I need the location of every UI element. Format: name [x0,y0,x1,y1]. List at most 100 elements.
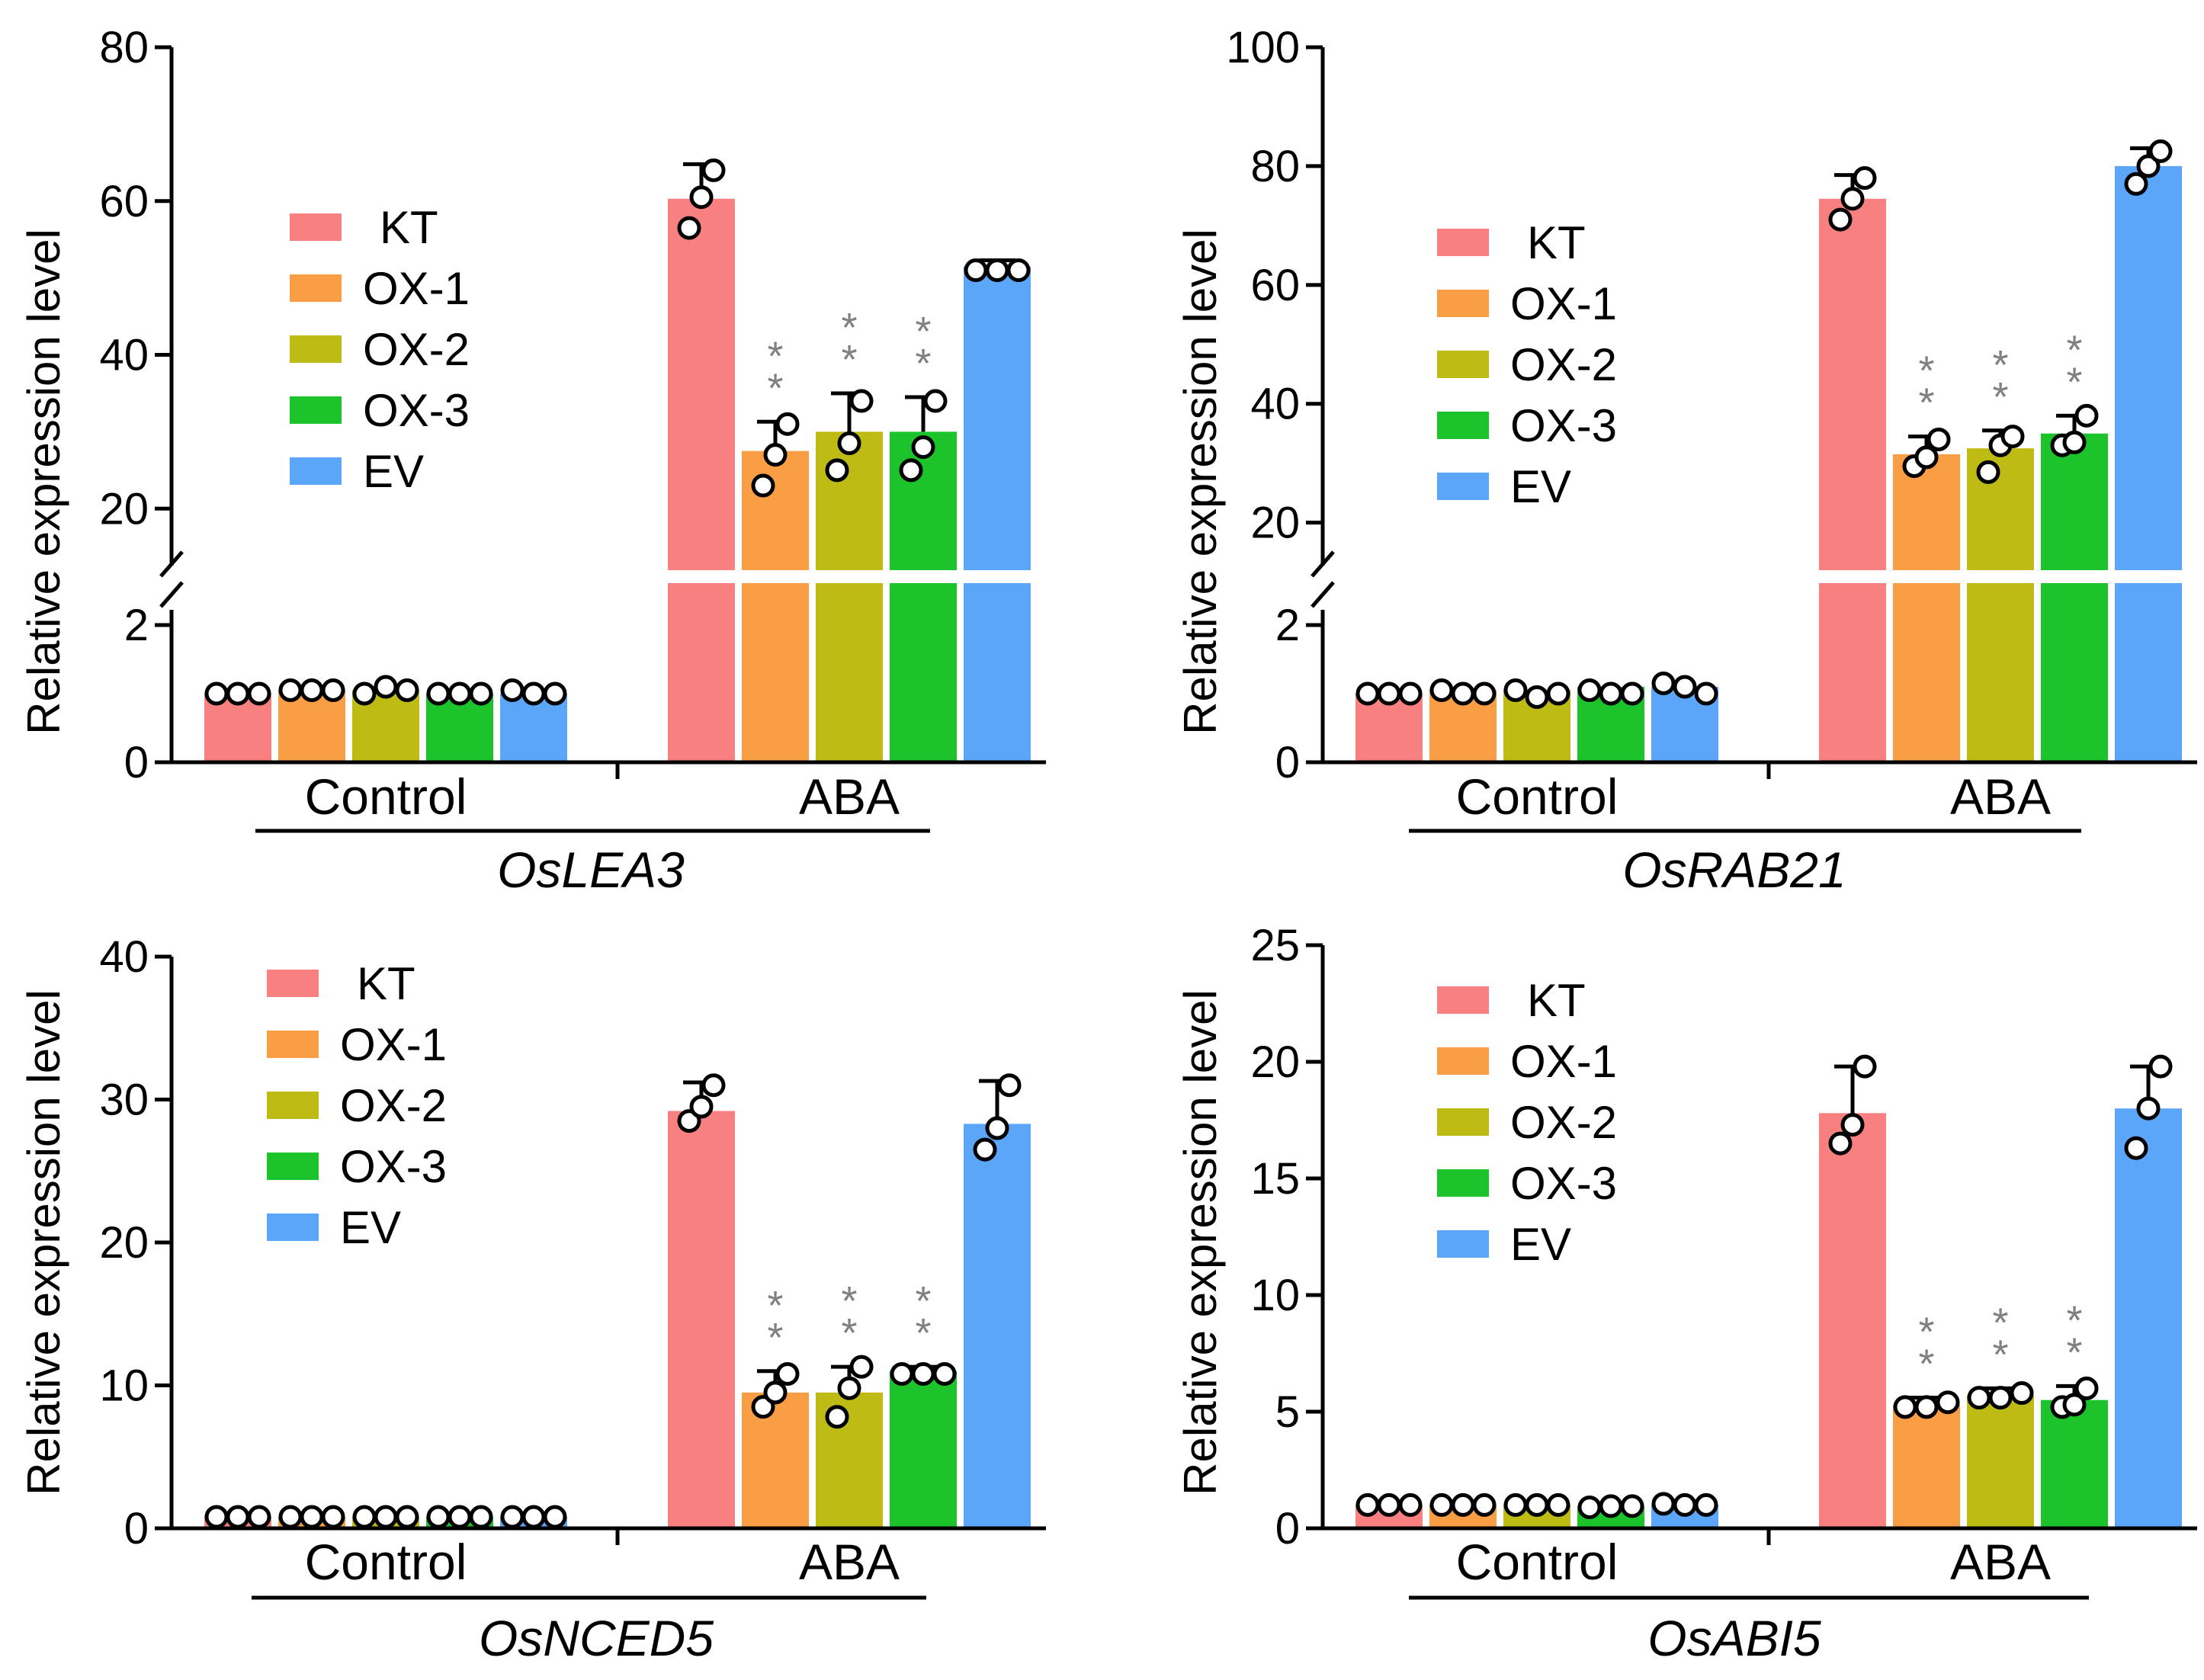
legend-swatch-kt [267,970,319,997]
data-point-ox-2-control [395,678,419,702]
bar-ox-1-aba [742,1392,809,1528]
significance-star: * [841,1310,857,1356]
y-tick-label: 40 [99,932,149,982]
bar-kt-aba-lower [1819,583,1886,762]
y-tick-label: 25 [1250,921,1300,970]
data-point-kt-control [204,1505,229,1529]
data-point-kt-control [1355,1492,1380,1517]
significance-star: * [841,305,857,351]
data-point-ox-1-aba [775,412,800,436]
data-point-ox-3-aba [911,435,935,460]
data-point-kt-aba [701,158,726,182]
data-point-ox-2-aba [2010,1381,2034,1406]
legend-swatch-ev [1437,473,1489,500]
data-point-ox-3-aba [2074,403,2099,428]
significance-star: * [915,1278,931,1324]
data-point-ox-3-control [469,681,493,706]
bar-kt-aba-lower [668,583,735,762]
data-point-ox-3-aba [2062,430,2087,454]
y-axis-title: Relative expression level [1175,989,1226,1496]
bar-ev-aba-upper [964,266,1031,570]
bar-ox-1-aba-lower [742,583,809,762]
data-point-ox-3-control [1620,681,1644,706]
data-point-ox-3-control [1599,681,1623,706]
data-point-ev-aba [985,1116,1009,1140]
legend-swatch-ox-2 [1437,1108,1489,1136]
legend-label-ox-2: OX-2 [1510,339,1617,390]
y-tick-label: 0 [124,738,149,787]
bar-ev-aba [2115,1108,2182,1528]
legend-swatch-kt [1437,986,1489,1014]
data-point-ev-aba [2136,1096,2161,1121]
data-point-ox-2-aba [837,1376,861,1400]
data-point-ox-2-control [1546,681,1570,706]
data-point-ev-aba [973,1137,997,1162]
legend-swatch-ox-1 [290,274,342,302]
legend-label-kt: KT [380,202,438,253]
data-point-kt-aba [689,185,714,210]
data-point-ox-2-control [1546,1492,1570,1517]
significance-star: * [915,341,931,386]
data-point-ox-3-control [426,1505,451,1529]
data-point-ox-3-control [448,1505,472,1529]
data-point-kt-aba [1840,187,1865,211]
data-point-ox-2-aba [2000,425,2025,449]
data-point-ox-2-control [1503,678,1528,702]
data-point-ox-1-control [1472,1492,1497,1517]
significance-star: * [915,1310,931,1356]
group-label-control: Control [1456,768,1619,825]
data-point-ox-1-control [1472,681,1497,706]
y-axis-title: Relative expression level [18,989,69,1496]
data-point-ox-2-control [352,681,377,706]
data-point-ev-aba [985,258,1009,283]
legend: KT OX-1 OX-2 OX-3 EV [290,202,470,497]
data-point-ox-3-control [1577,678,1602,702]
bar-ox-3-aba-lower [2041,583,2108,762]
y-axis-title: Relative expression level [18,229,69,735]
significance-star: * [2066,1329,2082,1375]
data-point-ox-2-aba [849,389,874,413]
legend-swatch-ox-1 [1437,290,1489,317]
data-point-ox-1-aba [1926,428,1951,451]
data-point-ox-3-control [1599,1494,1623,1518]
data-point-ox-1-control [1429,1492,1454,1517]
data-point-ox-1-control [321,678,345,702]
legend-swatch-ev [290,457,342,485]
bar-ox-1-aba [1893,1404,1960,1528]
bar-ox-1-aba-upper [1893,454,1960,570]
axis-break-gap [178,570,1096,583]
data-point-ox-1-control [321,1505,345,1529]
data-point-ox-2-aba [1967,1386,1991,1410]
data-point-kt-control [1377,1492,1401,1517]
y-tick-label: 60 [99,177,149,226]
bar-ox-3-aba-upper [2041,433,2108,570]
data-point-ox-1-aba [751,1395,775,1419]
bar-ox-2-aba [1967,1395,2034,1528]
legend-label-ox-3: OX-3 [1510,400,1617,451]
legend-label-kt: KT [357,958,415,1009]
significance-star: * [841,1278,857,1324]
significance-star: * [1918,380,1934,426]
legend-label-ox-3: OX-3 [340,1141,447,1192]
legend-swatch-ox-1 [267,1031,319,1058]
data-point-kt-aba [701,1073,726,1098]
y-tick-label: 2 [124,601,149,650]
significance-star: * [841,337,857,383]
significance-star: * [1918,1310,1934,1355]
significance-star: * [767,1283,783,1329]
data-point-ox-1-aba [1914,445,1939,470]
significance-star: * [767,1315,783,1361]
legend-swatch-ox-3 [1437,1169,1489,1197]
data-point-ox-2-aba [837,431,861,456]
bar-kt-aba [1819,1113,1886,1528]
data-point-ev-control [543,681,567,706]
legend-label-ev: EV [363,446,424,497]
data-point-ox-2-aba [825,458,849,483]
data-point-ev-control [500,1505,525,1529]
data-point-ev-control [1694,681,1718,706]
data-point-ox-1-control [278,678,303,702]
y-tick-label: 20 [99,1218,149,1268]
